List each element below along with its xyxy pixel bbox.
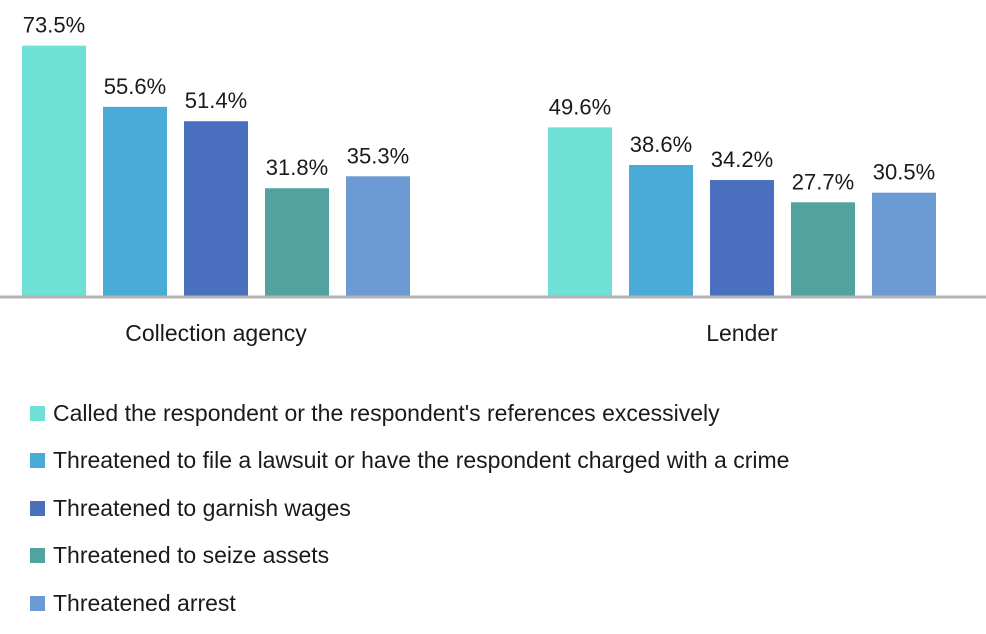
legend-item: Called the respondent or the respondent'… bbox=[30, 394, 789, 432]
data-label: 55.6% bbox=[104, 74, 166, 99]
legend-label: Called the respondent or the respondent'… bbox=[53, 399, 720, 426]
bar bbox=[710, 180, 774, 297]
data-label: 38.6% bbox=[630, 132, 692, 157]
data-label: 35.3% bbox=[347, 143, 409, 168]
legend-item: Threatened to garnish wages bbox=[30, 489, 789, 527]
category-labels-layer: Collection agency Lender bbox=[125, 320, 778, 346]
data-label: 51.4% bbox=[185, 88, 247, 113]
bar bbox=[548, 127, 612, 297]
legend: Called the respondent or the respondent'… bbox=[30, 394, 789, 632]
bar bbox=[629, 164, 693, 297]
legend-label: Threatened arrest bbox=[53, 589, 236, 616]
bar bbox=[103, 106, 167, 298]
bar bbox=[346, 176, 410, 297]
data-label: 49.6% bbox=[549, 94, 611, 119]
value-labels-layer: 73.5% 55.6% 51.4% 31.8% 35.3% 49.6% 38.6% 34.2%… bbox=[23, 13, 935, 195]
legend-swatch bbox=[30, 595, 45, 611]
bar bbox=[265, 188, 329, 297]
bar bbox=[184, 121, 248, 297]
data-label: 31.8% bbox=[266, 155, 328, 180]
bar bbox=[872, 192, 936, 297]
legend-item: Threatened to file a lawsuit or have the… bbox=[30, 442, 789, 480]
legend-item: Threatened arrest bbox=[30, 584, 789, 622]
legend-swatch bbox=[30, 500, 45, 516]
data-label: 30.5% bbox=[873, 160, 935, 185]
legend-label: Threatened to garnish wages bbox=[53, 494, 351, 521]
data-label: 34.2% bbox=[711, 147, 773, 172]
bar bbox=[791, 202, 855, 297]
legend-label: Threatened to seize assets bbox=[53, 542, 330, 568]
legend-label: Threatened to file a lawsuit or have the… bbox=[53, 447, 790, 473]
data-label: 27.7% bbox=[792, 169, 854, 194]
bar-chart: 73.5% 55.6% 51.4% 31.8% 35.3% 49.6% 38.6% 34.2%… bbox=[0, 13, 986, 346]
legend-item: Threatened to seize assets bbox=[30, 537, 789, 575]
category-label: Lender bbox=[706, 320, 778, 346]
bars-layer bbox=[22, 45, 936, 298]
legend-swatch bbox=[30, 405, 45, 421]
category-label: Collection agency bbox=[125, 320, 307, 346]
bar bbox=[22, 45, 86, 297]
data-label: 73.5% bbox=[23, 13, 85, 38]
legend-swatch bbox=[30, 548, 45, 563]
legend-swatch bbox=[30, 453, 45, 468]
